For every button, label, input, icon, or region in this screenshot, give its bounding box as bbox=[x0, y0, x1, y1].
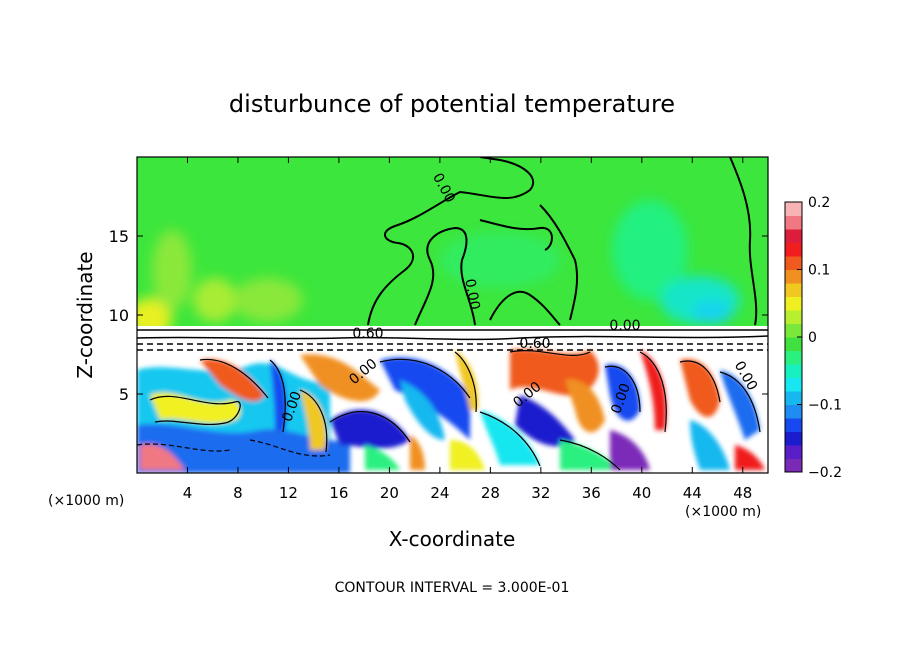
colorbar-swatch bbox=[785, 337, 802, 351]
contour-label: 0.60 bbox=[519, 336, 550, 352]
colorbar-swatch bbox=[785, 364, 802, 378]
plot-area: 0.00 0.00 0.60 0.60 0.00 0.00 0.00 0.00 … bbox=[137, 157, 768, 473]
y-tick-label: 5 bbox=[119, 385, 129, 404]
contour-label: 0.60 bbox=[352, 326, 383, 342]
x-unit-label-right: (×1000 m) bbox=[685, 504, 761, 520]
contour-lines bbox=[367, 157, 758, 326]
colorbar-swatch bbox=[785, 377, 802, 392]
lower-turbulent-field bbox=[137, 348, 765, 473]
colorbar-tick-label: −0.1 bbox=[808, 398, 842, 414]
x-tick-label: 44 bbox=[683, 484, 702, 502]
colorbar-swatch bbox=[785, 215, 802, 230]
cool-anomaly bbox=[612, 200, 688, 300]
colorbar-swatch bbox=[785, 296, 802, 311]
colorbar-swatch bbox=[785, 202, 802, 216]
x-tick-label: 32 bbox=[531, 484, 550, 502]
x-tick-label: 20 bbox=[380, 484, 399, 502]
colorbar-swatch bbox=[785, 418, 802, 432]
x-axis: 4 8 12 16 20 24 28 32 36 40 44 48 bbox=[183, 157, 752, 502]
contour-label: 0.00 bbox=[461, 278, 482, 311]
x-tick-label: 40 bbox=[632, 484, 651, 502]
colorbar-swatch bbox=[785, 445, 802, 459]
cool-anomaly bbox=[692, 300, 732, 324]
y-axis: 5 10 15 bbox=[109, 227, 768, 404]
contour-label: 0.00 bbox=[609, 318, 640, 334]
colorbar-swatch bbox=[785, 269, 802, 284]
colorbar-labels: 0.2 0.1 0 −0.1 −0.2 bbox=[797, 195, 842, 481]
chart-title: disturbunce of potential temperature bbox=[229, 90, 675, 118]
x-unit-label: (×1000 m) bbox=[48, 493, 124, 509]
colorbar-swatch bbox=[785, 458, 802, 473]
x-axis-title: X-coordinate bbox=[389, 527, 516, 551]
colorbar-tick-label: −0.2 bbox=[808, 465, 842, 481]
y-tick-label: 10 bbox=[109, 306, 129, 325]
cool-anomaly bbox=[440, 232, 560, 288]
colorbar-swatch bbox=[785, 431, 802, 446]
warm-anomaly bbox=[152, 230, 192, 310]
colorbar-tick-label: 0.1 bbox=[808, 263, 830, 279]
colorbar-swatch bbox=[785, 310, 802, 324]
x-tick-label: 36 bbox=[582, 484, 601, 502]
y-tick-label: 15 bbox=[109, 227, 129, 246]
lower-contours bbox=[137, 350, 761, 471]
colorbar-swatch bbox=[785, 229, 802, 243]
x-tick-label: 12 bbox=[279, 484, 298, 502]
colorbar-swatch bbox=[785, 256, 802, 270]
colorbar-swatch bbox=[785, 242, 802, 257]
x-tick-label: 16 bbox=[329, 484, 348, 502]
colorbar-swatch bbox=[785, 391, 802, 405]
colorbar-swatch bbox=[785, 404, 802, 419]
x-tick-label: 4 bbox=[183, 484, 193, 502]
colorbar-swatch bbox=[785, 283, 802, 297]
y-axis-title: Z-coordinate bbox=[73, 251, 97, 378]
colorbar bbox=[785, 202, 802, 473]
colorbar-swatch bbox=[785, 323, 802, 338]
interface-contours bbox=[137, 329, 768, 351]
x-tick-label: 48 bbox=[733, 484, 752, 502]
x-tick-label: 8 bbox=[233, 484, 243, 502]
warm-anomaly bbox=[193, 278, 237, 322]
warm-anomaly bbox=[233, 278, 303, 322]
colorbar-tick-label: 0.2 bbox=[808, 195, 830, 211]
contour-interval-note: CONTOUR INTERVAL = 3.000E-01 bbox=[335, 580, 570, 596]
colorbar-swatch bbox=[785, 350, 802, 365]
x-tick-label: 24 bbox=[430, 484, 449, 502]
colorbar-tick-label: 0 bbox=[808, 330, 817, 346]
x-tick-label: 28 bbox=[481, 484, 500, 502]
upper-anomalies bbox=[137, 200, 740, 338]
